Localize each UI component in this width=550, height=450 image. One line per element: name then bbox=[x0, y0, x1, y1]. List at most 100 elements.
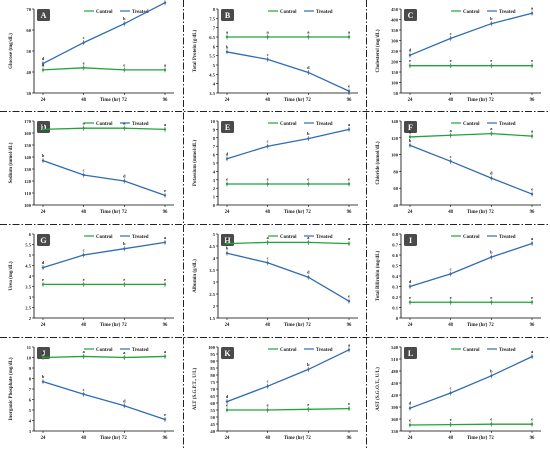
y-tick-label: 9 bbox=[213, 127, 216, 132]
data-point-treated bbox=[530, 242, 534, 245]
y-tick-label: 3 bbox=[29, 295, 32, 300]
series-line-treated bbox=[42, 381, 166, 421]
data-point-treated bbox=[490, 22, 493, 25]
y-axis-title: Chloride (mmol/dL) bbox=[376, 141, 381, 185]
data-point-treated bbox=[347, 128, 351, 131]
data-point-control bbox=[41, 68, 45, 72]
significance-label-control: e bbox=[409, 58, 411, 63]
data-point-treated bbox=[408, 407, 412, 410]
series-line-control bbox=[226, 241, 350, 245]
data-point-control bbox=[225, 408, 229, 412]
data-point-control bbox=[82, 127, 85, 130]
series-line-treated bbox=[409, 356, 533, 409]
y-tick-label: 40 bbox=[393, 203, 398, 208]
legend-label-control: Control bbox=[463, 122, 480, 127]
series-line-treated bbox=[226, 128, 350, 160]
x-tick-label: 72 bbox=[489, 98, 494, 103]
significance-label-treated: a bbox=[531, 236, 534, 241]
significance-label-treated: d bbox=[409, 401, 412, 406]
data-point-treated bbox=[163, 418, 167, 421]
significance-label-treated: b bbox=[307, 131, 310, 136]
y-tick-label: 450 bbox=[391, 7, 399, 12]
significance-label-control: e bbox=[42, 277, 44, 282]
y-axis-title: Potassium (mmol/dL) bbox=[193, 140, 198, 187]
significance-label-treated: a bbox=[348, 342, 351, 347]
y-tick-label: 4 bbox=[213, 169, 216, 174]
y-tick-label: 6.5 bbox=[209, 35, 215, 40]
x-axis-title: Time (hr) bbox=[100, 210, 121, 215]
x-tick-label: 24 bbox=[408, 323, 413, 328]
y-tick-label: 0.2 bbox=[392, 295, 398, 300]
data-point-treated bbox=[408, 144, 412, 147]
data-point-control bbox=[449, 423, 452, 426]
significance-label-treated: d bbox=[42, 260, 45, 265]
x-tick-label: 96 bbox=[347, 323, 352, 328]
y-tick-label: 95 bbox=[210, 352, 215, 357]
significance-label-control: a bbox=[164, 62, 167, 67]
panel-letter: G bbox=[40, 236, 46, 245]
significance-label-treated: c bbox=[83, 387, 85, 392]
series-line-treated bbox=[226, 252, 350, 302]
panel-letter: L bbox=[408, 349, 413, 358]
data-point-control bbox=[266, 182, 269, 186]
y-tick-label: 110 bbox=[24, 191, 31, 196]
panel-badge bbox=[37, 234, 50, 246]
data-point-control bbox=[490, 132, 493, 135]
x-axis-title: Time (hr) bbox=[284, 210, 305, 215]
data-point-treated bbox=[449, 37, 452, 40]
y-tick-label: 8 bbox=[213, 7, 216, 12]
data-point-control bbox=[408, 423, 412, 427]
series-line-treated bbox=[409, 12, 533, 56]
data-point-treated bbox=[530, 355, 534, 358]
y-tick-label: 3 bbox=[213, 280, 216, 285]
x-tick-label: 72 bbox=[122, 98, 127, 103]
data-point-treated bbox=[307, 276, 310, 279]
x-tick-label: 96 bbox=[347, 98, 352, 103]
data-point-treated bbox=[347, 300, 351, 303]
y-tick-label: 50 bbox=[26, 49, 31, 54]
y-tick-label: 7 bbox=[213, 144, 216, 149]
significance-label-control: a bbox=[123, 121, 126, 126]
x-tick-label: 24 bbox=[408, 210, 413, 215]
legend-label-treated: Treated bbox=[316, 10, 333, 15]
x-tick-label: 48 bbox=[265, 210, 270, 215]
data-point-treated bbox=[449, 391, 452, 395]
data-point-control bbox=[123, 283, 126, 286]
x-tick-label: 24 bbox=[41, 436, 46, 441]
x-axis-title: Time (hr) bbox=[467, 436, 488, 441]
data-point-treated bbox=[449, 272, 452, 276]
legend-label-control: Control bbox=[96, 348, 113, 353]
data-point-control bbox=[41, 356, 45, 359]
data-point-treated bbox=[123, 179, 126, 183]
y-tick-label: 160 bbox=[24, 131, 32, 136]
x-tick-label: 24 bbox=[225, 98, 230, 103]
x-tick-label: 72 bbox=[122, 436, 127, 441]
legend-label-control: Control bbox=[96, 10, 113, 15]
significance-label-treated: b bbox=[490, 16, 493, 21]
significance-label-treated: d bbox=[490, 171, 493, 176]
y-tick-label: 40 bbox=[26, 70, 31, 75]
panel-badge bbox=[404, 234, 417, 246]
data-point-control bbox=[307, 241, 310, 244]
y-tick-label: 40 bbox=[210, 429, 215, 434]
data-point-control bbox=[347, 35, 351, 39]
data-point-control bbox=[490, 301, 493, 304]
y-tick-label: 300 bbox=[391, 39, 399, 44]
significance-label-control: e bbox=[267, 177, 269, 182]
x-tick-label: 96 bbox=[530, 323, 535, 328]
legend-label-treated: Treated bbox=[316, 348, 333, 353]
data-point-treated bbox=[225, 50, 229, 54]
y-tick-label: 420 bbox=[391, 393, 399, 398]
data-point-control bbox=[82, 66, 85, 70]
significance-label-treated: a bbox=[531, 6, 534, 11]
significance-label-control: a bbox=[348, 30, 351, 35]
significance-label-treated: b bbox=[490, 250, 493, 255]
data-point-treated bbox=[82, 253, 85, 257]
y-tick-label: 10 bbox=[26, 356, 31, 361]
y-tick-label: 5.5 bbox=[209, 54, 215, 59]
data-point-treated bbox=[408, 54, 412, 57]
significance-label-treated: e bbox=[348, 294, 350, 299]
y-tick-label: 55 bbox=[210, 408, 215, 413]
y-tick-label: 30 bbox=[26, 91, 31, 96]
data-point-treated bbox=[82, 393, 85, 396]
